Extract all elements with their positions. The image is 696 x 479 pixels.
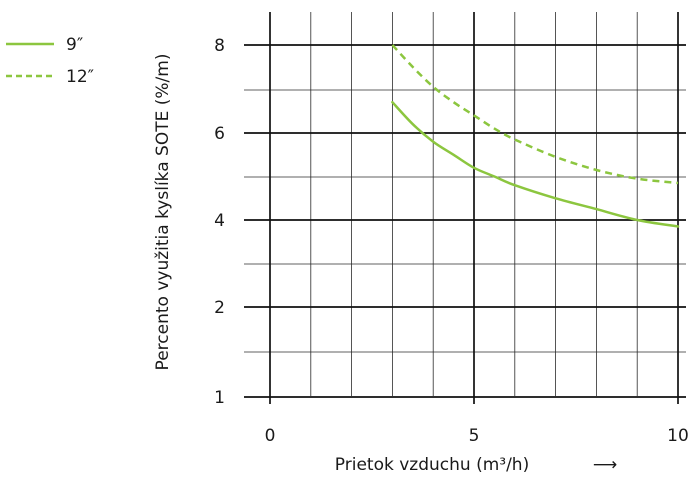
x-tick-label: 0 [265, 426, 276, 446]
series-layer [391, 44, 680, 228]
series-line-12in [391, 44, 679, 185]
x-tick-label: 10 [667, 426, 689, 446]
y-tick-label: 4 [214, 211, 225, 231]
y-tick-label: 6 [214, 124, 225, 144]
major-grid [244, 12, 686, 404]
x-tick-labels: 0 5 10 [265, 426, 689, 446]
minor-grid [244, 12, 686, 396]
x-axis-arrow: ⟶ [593, 455, 617, 475]
series-line-9in [391, 100, 680, 228]
legend-label-9in: 9″ [66, 35, 83, 55]
y-tick-label: 1 [214, 388, 225, 408]
y-tick-label: 2 [214, 298, 225, 318]
x-axis-title: Prietok vzduchu (m³/h) [335, 455, 529, 475]
y-axis-title: Percento využitia kyslíka SOTE (%/m) [153, 54, 173, 371]
legend: 9″ 12″ [6, 35, 94, 87]
y-tick-labels: 1 2 4 6 8 [214, 36, 225, 408]
x-tick-label: 5 [469, 426, 480, 446]
y-tick-label: 8 [214, 36, 225, 56]
legend-label-12in: 12″ [66, 67, 94, 87]
